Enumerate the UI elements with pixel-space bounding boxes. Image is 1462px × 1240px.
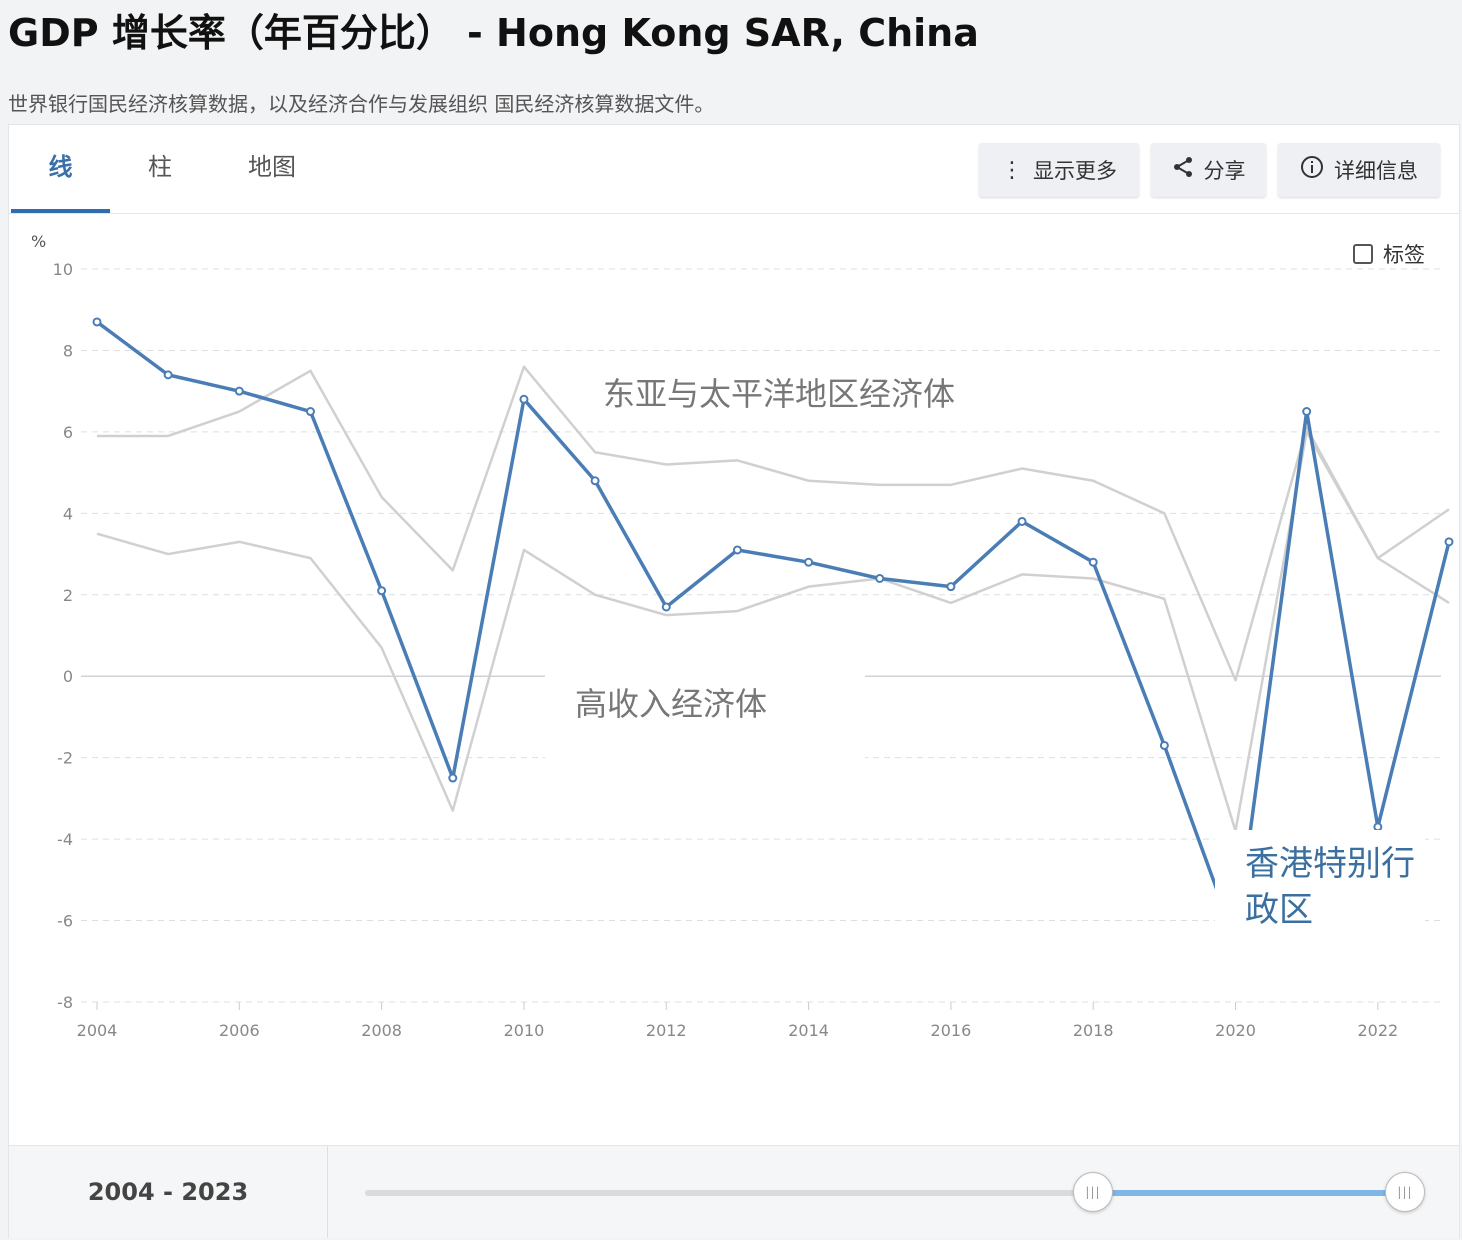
y-tick-label: 6 (63, 423, 73, 442)
series-line-comparison (96, 430, 1450, 833)
range-start-handle[interactable]: ||| (1073, 1172, 1113, 1212)
share-button[interactable]: 分享 (1151, 143, 1266, 197)
labels-toggle-label: 标签 (1383, 243, 1425, 267)
tab-map[interactable]: 地图 (248, 153, 296, 181)
series-label: 东亚与太平洋地区经济体 (603, 375, 955, 413)
data-point (234, 386, 244, 396)
data-point (1302, 407, 1312, 417)
data-point (448, 773, 458, 783)
tab-line[interactable]: 线 (11, 125, 110, 213)
series-label: 香港特别行政区 (1245, 844, 1415, 930)
x-tick-label: 2012 (646, 1021, 687, 1040)
info-icon (1300, 155, 1324, 185)
show-more-button[interactable]: ⋮ 显示更多 (979, 143, 1139, 197)
x-tick-label: 2008 (361, 1021, 402, 1040)
details-label: 详细信息 (1334, 159, 1418, 183)
range-slider-track[interactable] (365, 1190, 1405, 1196)
data-point (732, 545, 742, 555)
data-point (1444, 537, 1454, 547)
x-tick-label: 2018 (1073, 1021, 1114, 1040)
data-point (377, 586, 387, 596)
x-tick-label: 2010 (504, 1021, 545, 1040)
data-point (661, 602, 671, 612)
data-point (1017, 516, 1027, 526)
data-point (519, 394, 529, 404)
range-separator: - (163, 1178, 173, 1206)
y-axis-unit-label: % (31, 232, 46, 251)
range-end-handle[interactable]: ||| (1385, 1172, 1425, 1212)
details-button[interactable]: 详细信息 (1278, 143, 1440, 197)
y-tick-label: 4 (63, 504, 73, 523)
data-point (163, 370, 173, 380)
data-point (946, 582, 956, 592)
range-footer: 2004 - 2023 ||| ||| (9, 1145, 1459, 1238)
page-title: GDP 增长率（年百分比） - Hong Kong SAR, China (8, 11, 979, 55)
data-point (1373, 822, 1383, 832)
chart-card: 线 柱 地图 ⋮ 显示更多 分享 (8, 124, 1460, 1238)
range-slider-fill (1093, 1190, 1405, 1196)
data-point (92, 317, 102, 327)
data-point (804, 557, 814, 567)
y-tick-label: -8 (57, 993, 73, 1012)
y-tick-label: -4 (57, 830, 73, 849)
page-subtitle: 世界银行国民经济核算数据，以及经济合作与发展组织 国民经济核算数据文件。 (8, 92, 715, 116)
data-point (1088, 557, 1098, 567)
y-tick-label: -2 (57, 749, 73, 768)
y-tick-label: 2 (63, 586, 73, 605)
show-more-label: 显示更多 (1033, 159, 1117, 183)
data-point (305, 407, 315, 417)
data-point (875, 573, 885, 583)
data-point (590, 476, 600, 486)
range-start: 2004 (87, 1178, 155, 1206)
x-tick-label: 2004 (77, 1021, 118, 1040)
x-tick-label: 2014 (788, 1021, 829, 1040)
labels-checkbox[interactable] (1353, 244, 1373, 264)
range-label: 2004 - 2023 (9, 1146, 328, 1238)
share-label: 分享 (1203, 159, 1246, 183)
y-tick-label: 10 (53, 260, 73, 279)
more-vertical-icon: ⋮ (1001, 157, 1023, 183)
share-icon (1172, 156, 1194, 184)
series-line-comparison (97, 365, 1450, 682)
x-tick-label: 2020 (1215, 1021, 1256, 1040)
y-tick-label: 0 (63, 667, 73, 686)
x-tick-label: 2016 (931, 1021, 972, 1040)
y-tick-label: 8 (63, 341, 73, 360)
data-point (1159, 740, 1169, 750)
x-tick-label: 2022 (1357, 1021, 1398, 1040)
labels-toggle[interactable]: 标签 (1353, 239, 1425, 269)
tab-bar[interactable]: 柱 (148, 153, 172, 181)
range-end: 2023 (181, 1178, 249, 1206)
series-label: 高收入经济体 (575, 685, 767, 723)
y-tick-label: -6 (57, 912, 73, 931)
x-tick-label: 2006 (219, 1021, 260, 1040)
chart-type-tabs: 线 柱 地图 ⋮ 显示更多 分享 (9, 125, 1459, 214)
series-label-background (1215, 830, 1425, 960)
series-label-background (545, 670, 865, 820)
